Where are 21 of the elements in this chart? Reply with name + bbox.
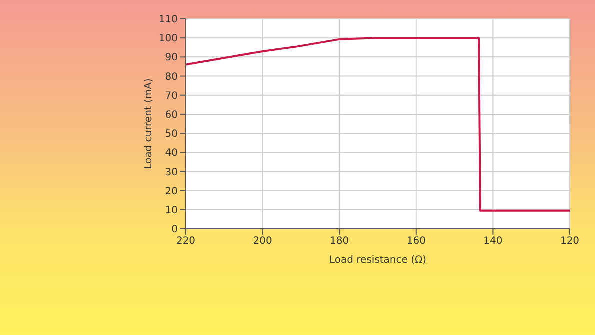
x-axis-title: Load resistance (Ω) [329, 255, 427, 266]
y-tick-label: 40 [165, 148, 178, 160]
y-tick-label: 60 [165, 110, 178, 122]
y-tick-label: 10 [165, 205, 178, 216]
y-tick-label: 30 [165, 167, 178, 178]
x-tick-label: 180 [330, 236, 350, 248]
line-series [186, 37, 570, 212]
y-tick-label: 110 [158, 14, 178, 26]
x-tick-label: 140 [484, 236, 503, 248]
y-axis-title: Load current (mA) [144, 78, 155, 170]
y-tick-label: 0 [172, 224, 178, 236]
x-tick-label: 200 [253, 236, 272, 248]
x-tick-label: 160 [406, 236, 426, 248]
y-tick-label: 70 [165, 90, 178, 102]
y-tick-label: 20 [165, 186, 178, 198]
y-tick-label: 100 [158, 34, 178, 45]
y-tick-label: 80 [165, 72, 178, 83]
x-tick-label: 220 [176, 236, 196, 248]
y-tick-label: 50 [165, 129, 178, 140]
y-tick-label: 90 [165, 52, 178, 64]
x-tick-label: 120 [560, 236, 580, 248]
